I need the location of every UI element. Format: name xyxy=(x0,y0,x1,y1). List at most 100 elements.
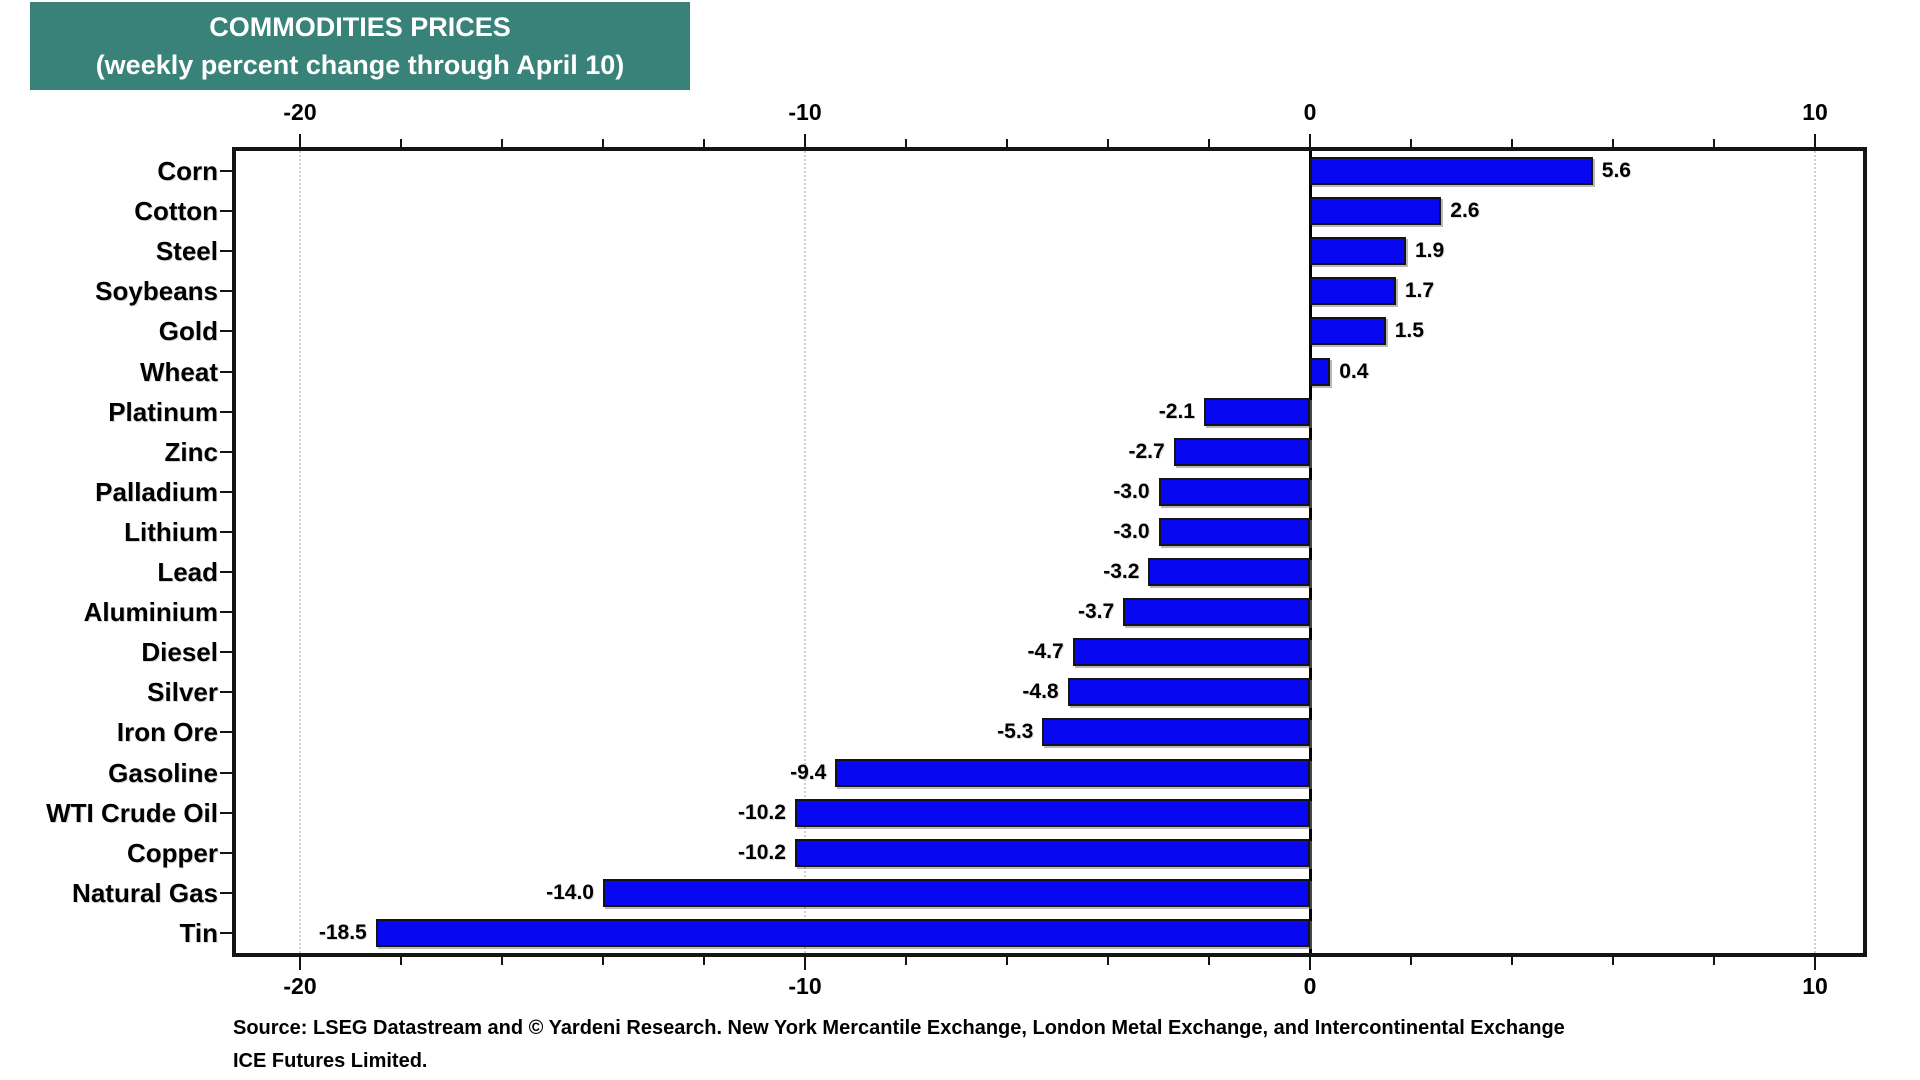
minor-tick-bottom xyxy=(501,957,503,965)
category-label-iron-ore: Iron Ore xyxy=(116,717,218,748)
category-label-natural-gas: Natural Gas xyxy=(72,877,218,908)
x-tick-label-bottom--20: -20 xyxy=(283,973,317,999)
bar-lead xyxy=(1148,558,1310,587)
bar-lithium xyxy=(1158,517,1310,546)
value-label: -14.0 xyxy=(546,880,594,904)
minor-tick-bottom xyxy=(1511,957,1513,965)
category-label-gold: Gold xyxy=(158,316,218,347)
value-label: 1.9 xyxy=(1414,239,1445,263)
title-line-2: (weekly percent change through April 10) xyxy=(95,50,625,80)
category-label-copper: Copper xyxy=(127,837,218,868)
category-tick xyxy=(220,250,232,253)
major-tick-bottom xyxy=(299,957,301,970)
category-tick xyxy=(220,410,232,413)
bar-corn xyxy=(1310,157,1593,186)
category-label-steel: Steel xyxy=(155,236,218,267)
category-tick xyxy=(220,330,232,333)
minor-tick-bottom xyxy=(1107,957,1109,965)
category-tick xyxy=(220,530,232,533)
bar-tin xyxy=(375,918,1310,947)
minor-tick-bottom xyxy=(602,957,604,965)
minor-tick-top xyxy=(1208,139,1210,147)
value-label: 0.4 xyxy=(1339,359,1369,383)
category-tick xyxy=(220,210,232,213)
value-label: 5.6 xyxy=(1601,159,1631,183)
major-tick-top xyxy=(299,134,301,147)
minor-tick-top xyxy=(1006,139,1008,147)
minor-tick-bottom xyxy=(905,957,907,965)
minor-tick-top xyxy=(400,139,402,147)
minor-tick-top xyxy=(1612,139,1614,147)
value-label: 1.7 xyxy=(1404,279,1435,303)
value-label: -9.4 xyxy=(790,760,827,784)
bar-natural-gas xyxy=(603,878,1310,907)
category-label-palladium: Palladium xyxy=(95,476,218,507)
major-tick-top xyxy=(1814,134,1816,147)
minor-tick-bottom xyxy=(1410,957,1412,965)
major-tick-bottom xyxy=(1814,957,1816,970)
value-label: -5.3 xyxy=(997,720,1034,744)
category-label-wheat: Wheat xyxy=(140,356,218,387)
value-label: -3.0 xyxy=(1113,479,1150,503)
value-label: -3.0 xyxy=(1113,519,1150,543)
minor-tick-top xyxy=(1511,139,1513,147)
bar-zinc xyxy=(1173,437,1310,466)
bar-wti-crude-oil xyxy=(794,798,1310,827)
value-label: -3.2 xyxy=(1103,560,1140,584)
value-label: -18.5 xyxy=(318,920,367,944)
minor-tick-top xyxy=(1107,139,1109,147)
value-label: -10.2 xyxy=(738,840,786,864)
x-tick-label-top-10: 10 xyxy=(1802,99,1828,125)
category-tick xyxy=(220,571,232,574)
major-tick-top xyxy=(804,134,806,147)
minor-tick-top xyxy=(703,139,705,147)
gridline--10 xyxy=(804,151,806,953)
category-label-cotton: Cotton xyxy=(134,196,218,227)
category-tick xyxy=(220,170,232,173)
bar-gold xyxy=(1310,317,1386,346)
value-label: 2.6 xyxy=(1450,199,1480,223)
value-label: -4.7 xyxy=(1027,640,1064,664)
category-label-aluminium: Aluminium xyxy=(83,597,218,628)
bar-steel xyxy=(1310,237,1406,266)
category-tick xyxy=(220,811,232,814)
minor-tick-top xyxy=(501,139,503,147)
x-tick-label-top--10: -10 xyxy=(788,99,822,125)
x-tick-label-top--20: -20 xyxy=(283,99,317,125)
bar-aluminium xyxy=(1123,598,1310,627)
category-label-platinum: Platinum xyxy=(108,396,218,427)
value-label: -4.8 xyxy=(1022,680,1059,704)
title-line-1: COMMODITIES PRICES xyxy=(209,12,511,42)
bar-palladium xyxy=(1158,477,1310,506)
bar-gasoline xyxy=(835,758,1310,787)
x-tick-label-bottom-10: 10 xyxy=(1802,973,1828,999)
zero-baseline xyxy=(1309,151,1312,953)
minor-tick-bottom xyxy=(1208,957,1210,965)
category-tick xyxy=(220,611,232,614)
bar-soybeans xyxy=(1310,277,1396,306)
minor-tick-bottom xyxy=(703,957,705,965)
category-tick xyxy=(220,931,232,934)
source-line-1: Source: LSEG Datastream and © Yardeni Re… xyxy=(233,1017,1565,1039)
category-label-soybeans: Soybeans xyxy=(95,276,218,307)
category-tick xyxy=(220,290,232,293)
major-tick-bottom xyxy=(1309,957,1311,970)
plot-inner: 5.6 2.6 1.9 1.7 1.5 0.4 -2.1 -2.7 -3.0 -3.0 -3.2 -3… xyxy=(236,151,1863,953)
source-note: Source: LSEG Datastream and © Yardeni Re… xyxy=(233,1012,1733,1078)
value-label: -3.7 xyxy=(1077,600,1115,624)
category-label-silver: Silver xyxy=(147,677,218,708)
bar-platinum xyxy=(1203,397,1310,426)
x-tick-label-bottom-0: 0 xyxy=(1303,973,1317,999)
minor-tick-bottom xyxy=(400,957,402,965)
category-label-tin: Tin xyxy=(179,917,218,948)
value-label: -2.1 xyxy=(1158,399,1195,423)
category-label-diesel: Diesel xyxy=(141,637,218,668)
value-label: 1.5 xyxy=(1394,319,1424,343)
bar-copper xyxy=(794,838,1310,867)
category-label-gasoline: Gasoline xyxy=(108,757,218,788)
plot-area: 5.6 2.6 1.9 1.7 1.5 0.4 -2.1 -2.7 -3.0 -3.0 -3.2 -3… xyxy=(232,147,1867,957)
bar-diesel xyxy=(1072,638,1310,667)
minor-tick-bottom xyxy=(1713,957,1715,965)
bar-iron-ore xyxy=(1042,718,1310,747)
major-tick-bottom xyxy=(804,957,806,970)
